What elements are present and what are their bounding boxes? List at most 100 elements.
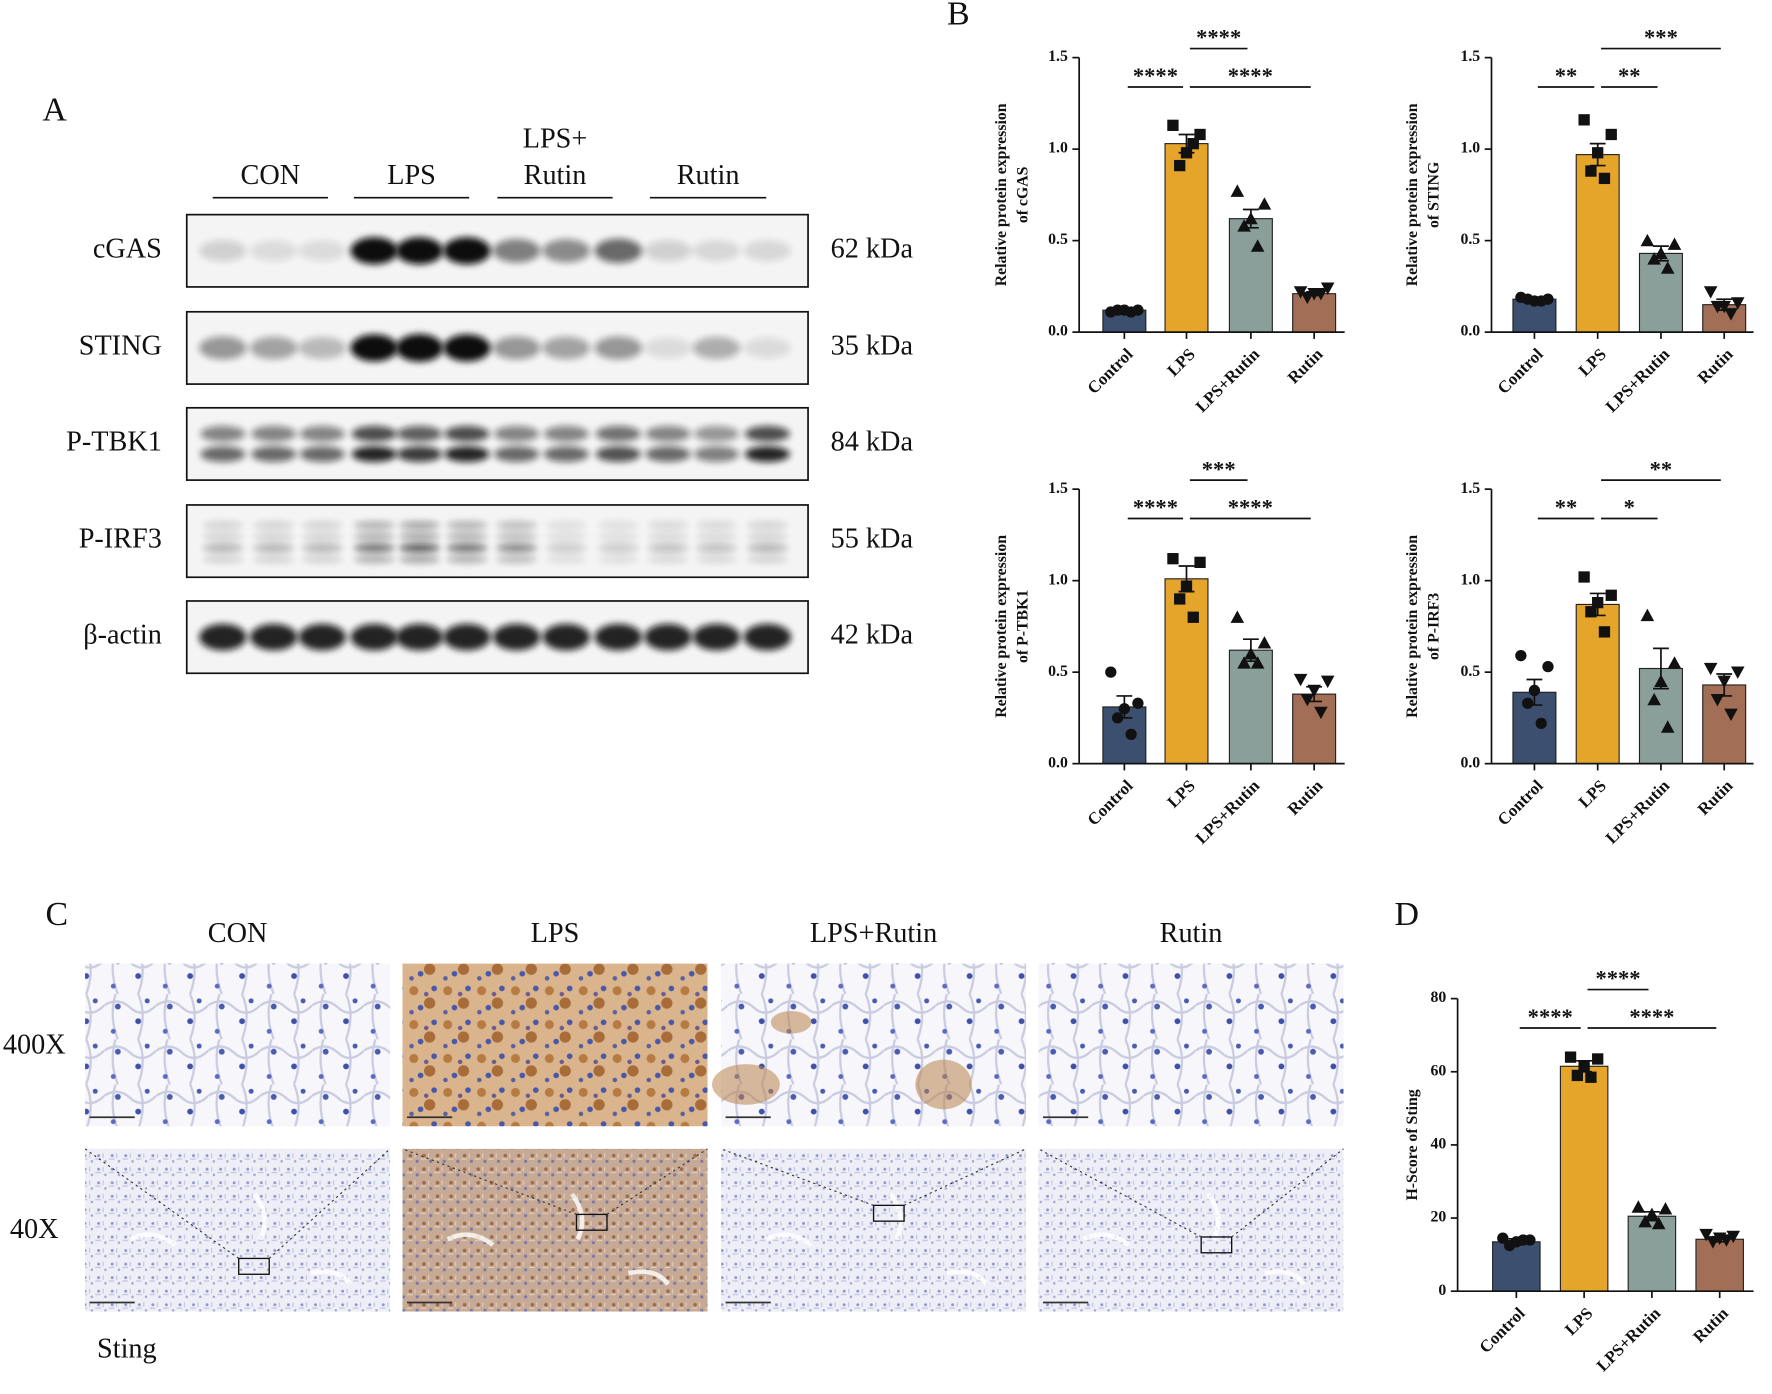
y-tick-label: 1.5 xyxy=(1048,48,1068,65)
band xyxy=(594,623,642,651)
band xyxy=(395,623,444,651)
blot-strip xyxy=(185,406,809,481)
band xyxy=(399,532,440,541)
band xyxy=(743,623,792,651)
band xyxy=(443,237,491,265)
data-point xyxy=(1699,1228,1713,1242)
data-point xyxy=(1174,593,1186,605)
y-axis-label: of cGAS xyxy=(1014,166,1031,223)
band xyxy=(496,555,537,564)
group-label: LPS xyxy=(387,160,436,191)
data-point xyxy=(1125,728,1137,741)
band xyxy=(647,555,689,564)
band xyxy=(298,623,347,651)
group-label: CON xyxy=(241,160,301,191)
x-tick-label: LPS+Rutin xyxy=(1602,344,1674,416)
stain-label: Sting xyxy=(97,1334,157,1365)
band xyxy=(545,543,587,552)
band xyxy=(298,336,347,359)
vessel xyxy=(129,1192,353,1286)
data-point xyxy=(1230,610,1245,623)
protein-label: STING xyxy=(79,330,162,361)
band xyxy=(644,623,692,651)
bar xyxy=(1575,603,1620,765)
band xyxy=(594,336,642,360)
panel-label: D xyxy=(1395,896,1419,933)
data-point xyxy=(1521,697,1534,709)
band xyxy=(351,446,397,463)
data-point xyxy=(1598,172,1611,185)
data-point xyxy=(1257,636,1272,649)
micrograph-40x xyxy=(85,1148,391,1312)
band xyxy=(298,240,347,262)
band xyxy=(350,334,398,362)
data-point xyxy=(1660,720,1675,733)
data-point xyxy=(1300,693,1315,707)
data-point xyxy=(1257,197,1272,210)
size-label: 35 kDa xyxy=(831,330,914,361)
zoom-box xyxy=(872,1204,905,1222)
significance-label: **** xyxy=(1595,966,1640,991)
band xyxy=(597,543,639,552)
column-label: LPS+Rutin xyxy=(810,918,937,949)
panel-label: C xyxy=(46,896,69,933)
band xyxy=(199,623,247,651)
band xyxy=(253,543,295,552)
significance-label: ** xyxy=(1555,495,1578,520)
band xyxy=(647,532,689,541)
group-label: Rutin xyxy=(524,160,587,191)
data-point xyxy=(1598,626,1611,638)
band xyxy=(492,238,541,263)
band xyxy=(494,446,540,463)
band xyxy=(647,521,689,530)
band xyxy=(350,237,398,265)
zoom-box xyxy=(1200,1236,1233,1254)
data-point xyxy=(1125,306,1137,318)
x-tick-label: Control xyxy=(1084,776,1137,829)
bar xyxy=(1492,1241,1541,1292)
data-point xyxy=(1528,684,1541,697)
band xyxy=(597,532,639,541)
micrograph-400x xyxy=(402,963,708,1127)
band xyxy=(743,240,792,262)
band xyxy=(597,521,639,530)
data-point xyxy=(1244,211,1258,225)
vessel xyxy=(765,1192,989,1286)
y-axis-label: Relative protein expression xyxy=(993,535,1010,718)
band xyxy=(543,425,589,442)
band xyxy=(496,521,537,530)
data-point xyxy=(1667,656,1682,669)
band xyxy=(747,521,788,530)
data-point xyxy=(1535,717,1547,730)
band xyxy=(542,239,591,263)
band xyxy=(496,543,537,552)
significance-label: ** xyxy=(1618,63,1641,88)
y-axis-label: of P-TBK1 xyxy=(1014,590,1031,663)
x-tick-label: Rutin xyxy=(1694,776,1737,819)
blot-strip xyxy=(185,504,809,579)
band xyxy=(496,532,537,541)
data-point xyxy=(1631,1200,1646,1213)
y-tick-label: 0.0 xyxy=(1460,754,1480,771)
data-point xyxy=(1167,553,1179,565)
panel-label: A xyxy=(42,92,67,129)
significance-label: **** xyxy=(1228,63,1273,88)
band xyxy=(395,334,444,362)
band xyxy=(395,237,444,265)
data-point xyxy=(1314,288,1328,301)
data-point xyxy=(1592,147,1604,159)
micrograph-40x xyxy=(402,1148,708,1312)
data-point xyxy=(1517,1234,1529,1246)
band xyxy=(399,521,440,530)
significance-label: *** xyxy=(1202,456,1236,481)
x-tick-label: Rutin xyxy=(1284,776,1327,819)
data-point xyxy=(1300,291,1315,305)
x-tick-label: LPS+Rutin xyxy=(1192,344,1264,416)
protein-label: β-actin xyxy=(83,620,162,651)
bar xyxy=(1164,578,1209,765)
column-label: Rutin xyxy=(1160,918,1223,949)
stain-patch xyxy=(712,1064,780,1105)
band xyxy=(644,337,692,359)
bar-chart: Relative protein expression of STING 0.0 0.… xyxy=(1404,25,1754,416)
x-tick-label: LPS+Rutin xyxy=(1593,1303,1665,1375)
